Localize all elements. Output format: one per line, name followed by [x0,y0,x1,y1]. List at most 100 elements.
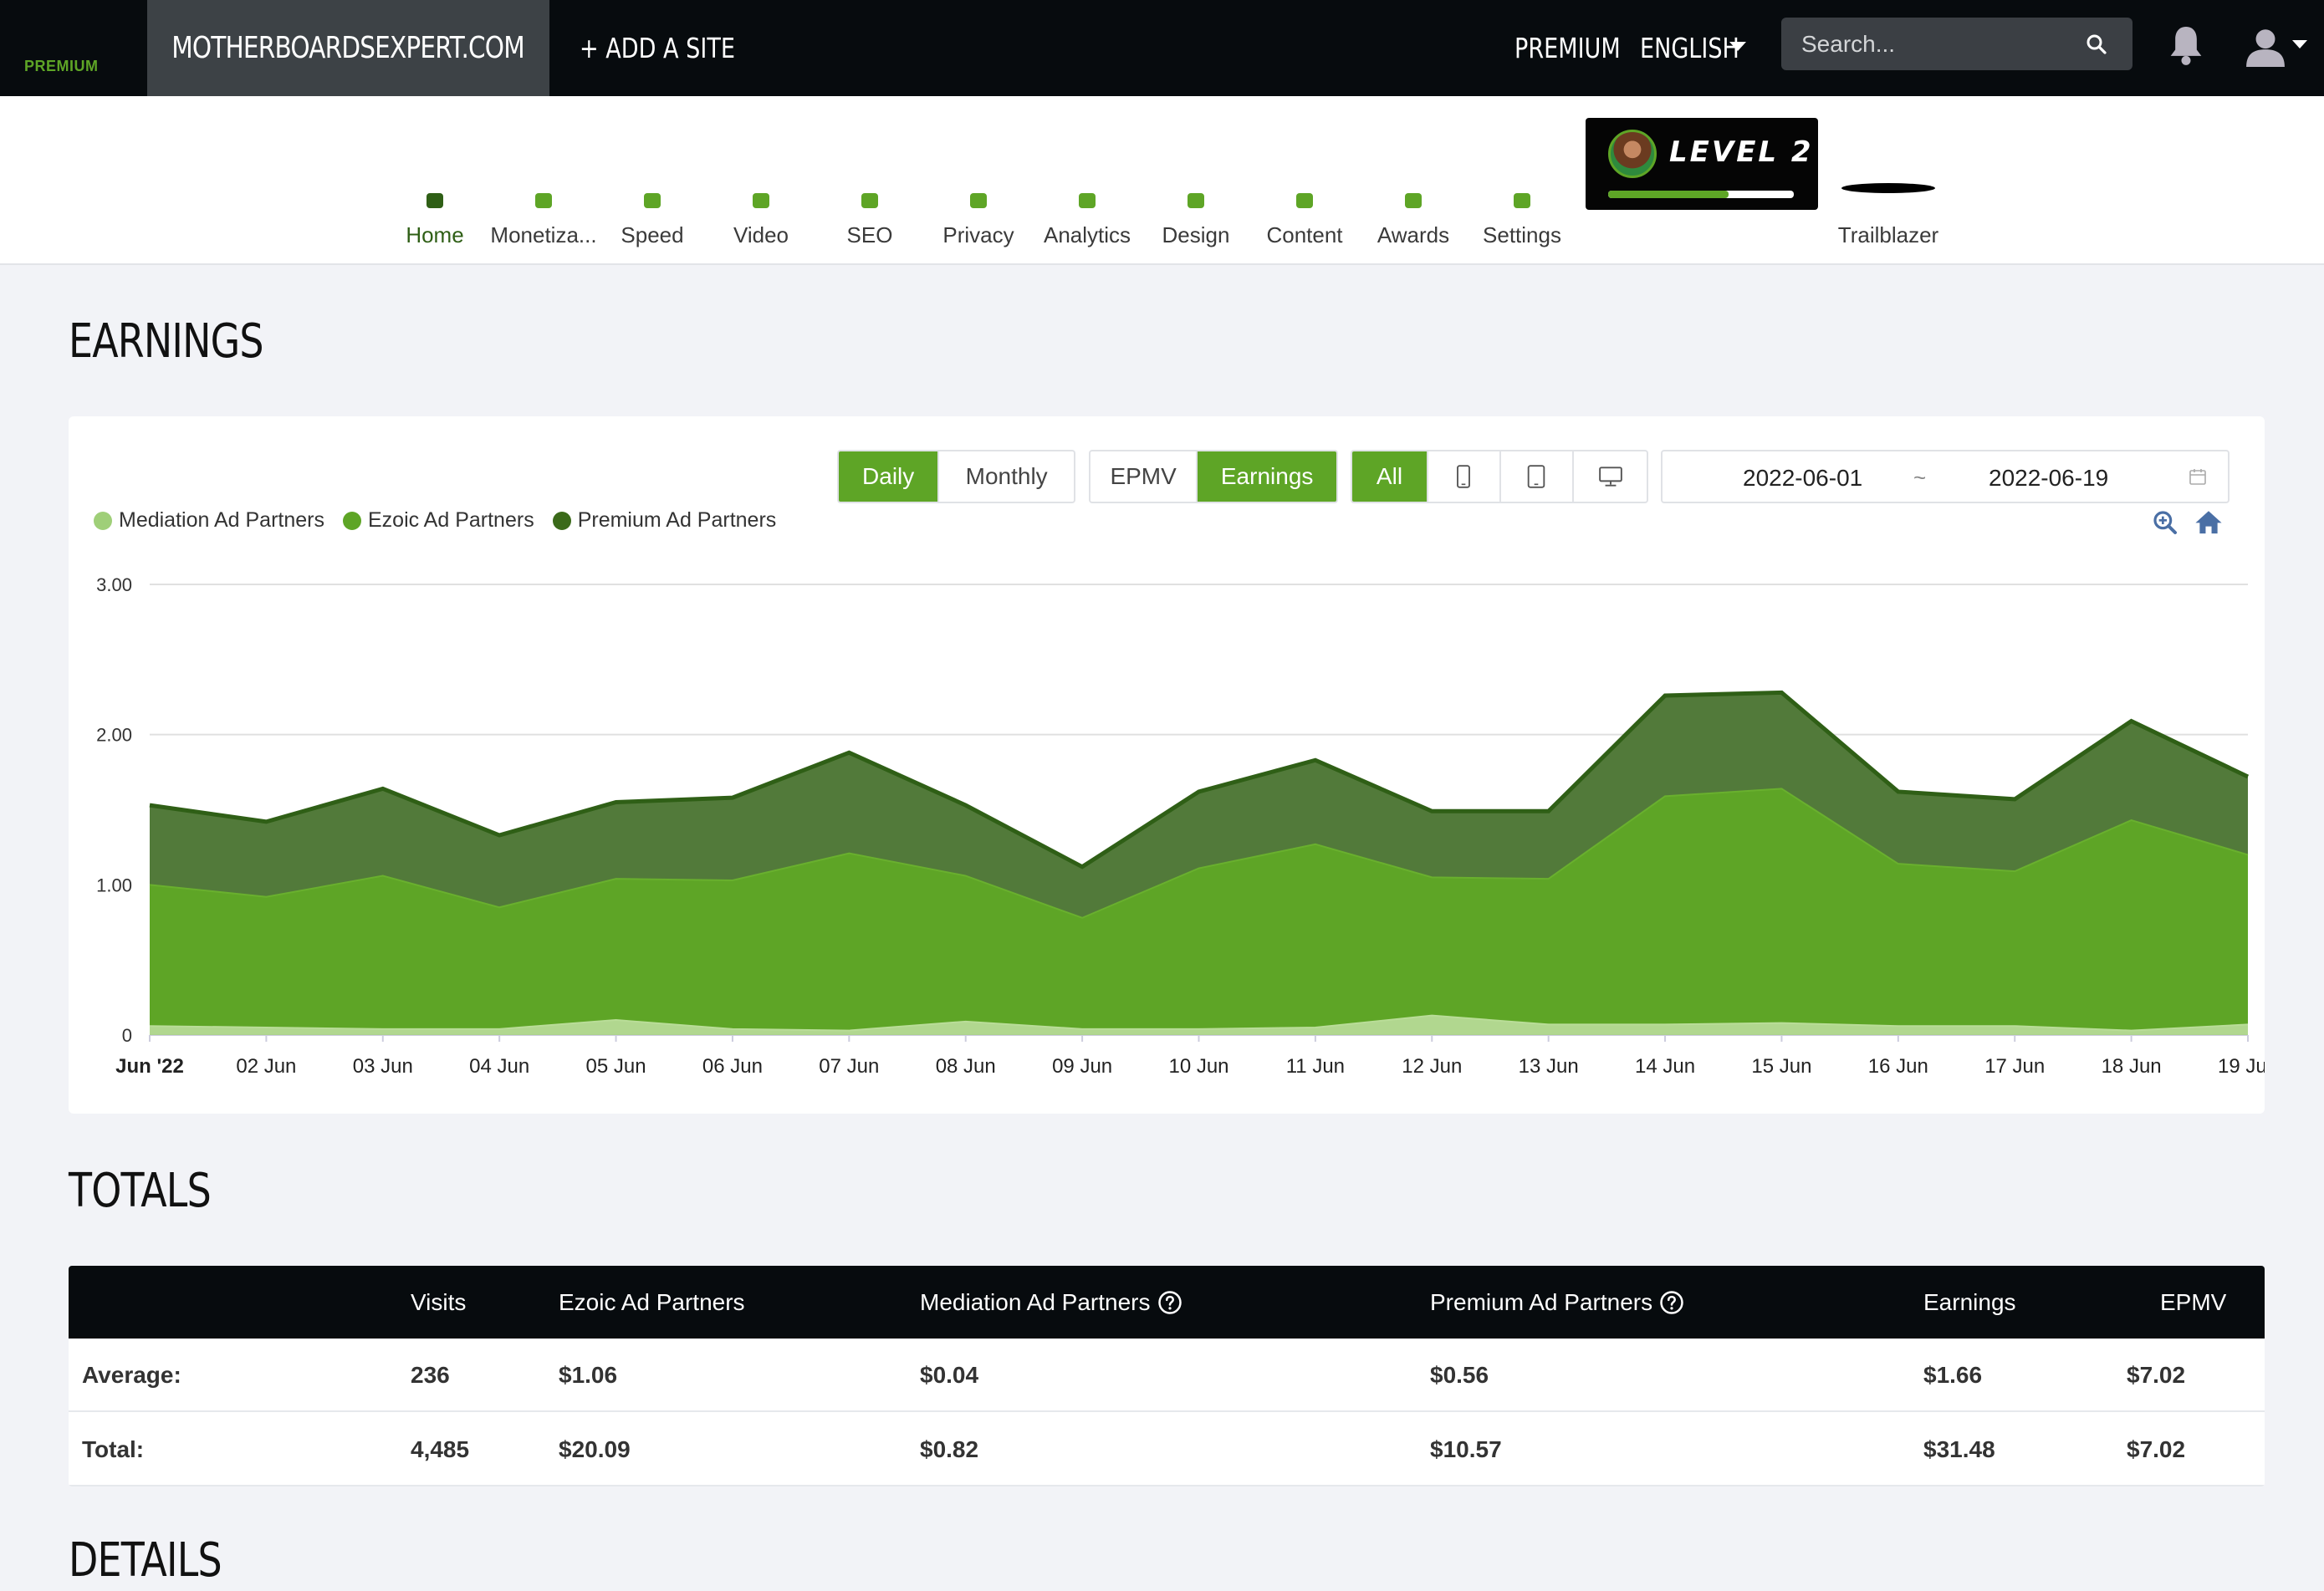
cell-mediation: $0.82 [920,1436,979,1462]
mobile-device-button[interactable] [1428,451,1501,502]
cell-earnings: $1.66 [1923,1362,1983,1388]
earnings-button[interactable]: Earnings [1198,451,1336,502]
x-tick-label: Jun '22 [115,1055,184,1078]
cell-premium: $10.57 [1430,1436,1502,1462]
y-tick-label: 0 [122,1025,132,1046]
desktop-monitor-icon [1598,467,1622,487]
user-avatar-icon[interactable] [2245,25,2286,67]
user-menu-chevron-icon[interactable] [2292,40,2307,48]
x-tick-label: 15 Jun [1751,1055,1811,1078]
legend-label: Mediation Ad Partners [119,508,324,532]
legend-label: Ezoic Ad Partners [367,508,534,532]
nav-status-dot [1514,193,1530,208]
y-tick-label: 2.00 [96,725,132,746]
language-dropdown[interactable]: ENGLISH [1640,0,1761,96]
desktop-device-button[interactable] [1574,451,1647,502]
legend-swatch [552,511,571,530]
nav-item-label: Video [733,222,789,247]
nav-item-label: Settings [1483,222,1561,247]
period-toggle: Daily Monthly [837,450,1075,503]
device-toggle: All [1351,450,1648,503]
premium-help-icon[interactable] [1659,1290,1684,1315]
x-tick-label: 05 Jun [586,1055,646,1078]
nav-item-label: Design [1162,222,1230,247]
legend-item[interactable]: Ezoic Ad Partners [342,508,534,533]
series-line-ezoic-ad-partners [149,788,2249,919]
nav-item-label: Analytics [1043,222,1131,247]
mobile-phone-icon [1457,465,1471,488]
date-range-picker[interactable]: 2022-06-01 ~ 2022-06-19 [1661,450,2230,503]
tablet-device-button[interactable] [1501,451,1574,502]
legend-label: Premium Ad Partners [577,508,777,532]
nav-item-label: Monetiza... [490,222,597,247]
language-label: ENGLISH [1640,32,1739,64]
tablet-icon [1528,465,1545,488]
area-series-premium-ad-partners [150,692,2248,918]
header-epmv: EPMV [2160,1289,2227,1315]
x-tick-label: 02 Jun [236,1055,296,1078]
totals-table: Visits Ezoic Ad Partners Mediation Ad Pa… [69,1266,2265,1486]
search-input[interactable] [1801,18,2077,70]
date-end[interactable]: 2022-06-19 [1989,465,2109,491]
cell-premium: $0.56 [1430,1362,1489,1388]
cell-visits: 236 [411,1362,450,1388]
premium-link-label: PREMIUM [1514,32,1621,64]
chevron-down-icon[interactable] [1729,42,1746,51]
x-tick-label: 09 Jun [1052,1055,1112,1078]
site-tab[interactable]: MOTHERBOARDSEXPERT.COM [147,0,549,96]
table-row: Total: 4,485 $20.09 $0.82 $10.57 $31.48 … [69,1413,2265,1486]
nav-status-dot [1405,193,1422,208]
x-tick-label: 07 Jun [819,1055,879,1078]
nav-item-label: Home [406,222,464,247]
cell-visits: 4,485 [411,1436,470,1462]
earnings-title: EARNINGS [69,314,264,369]
cell-epmv: $7.02 [2127,1436,2186,1462]
calendar-icon[interactable] [2188,467,2208,487]
date-start[interactable]: 2022-06-01 [1743,465,1863,491]
cell-ezoic: $1.06 [559,1362,618,1388]
cell-mediation: $0.04 [920,1362,979,1388]
add-site-label: + ADD A SITE [580,32,735,64]
mediation-help-icon[interactable] [1157,1290,1182,1315]
cell-earnings: $31.48 [1923,1436,1995,1462]
x-tick-label: 11 Jun [1286,1055,1345,1078]
epmv-button[interactable]: EPMV [1090,451,1198,502]
header-visits: Visits [411,1289,467,1315]
header-earnings: Earnings [1923,1289,2016,1315]
earnings-area-chart: 0 1.00 2.00 3.00 Jun '22 02 Jun 03 Jun 04 Jun 05… [96,574,2265,1078]
monthly-button[interactable]: Monthly [965,463,1048,489]
search-icon[interactable] [2084,32,2109,57]
nav-status-dot [535,193,552,208]
nav-status-dot [426,193,443,208]
premium-link[interactable]: PREMIUM [1514,0,1644,96]
nav-status-dot [1079,193,1096,208]
metric-toggle: EPMV Earnings [1089,450,1338,503]
x-tick-label: 08 Jun [936,1055,996,1078]
row-label: Total: [82,1436,145,1462]
cell-ezoic: $20.09 [559,1436,631,1462]
sub-navigation [0,96,2324,265]
add-site-link[interactable]: + ADD A SITE [580,0,769,96]
nav-status-dot [644,193,661,208]
nav-status-dot [861,193,878,208]
legend-item[interactable]: Premium Ad Partners [552,508,777,533]
daily-button[interactable]: Daily [839,451,940,502]
y-tick-label: 1.00 [96,875,132,895]
nav-status-dot [1296,193,1313,208]
avatar [1608,130,1657,178]
legend-swatch [94,511,112,530]
reset-zoom-home-icon[interactable] [2194,508,2223,535]
area-series-ezoic-ad-partners [150,788,2248,1031]
legend-item[interactable]: Mediation Ad Partners [94,508,324,533]
zoom-in-icon[interactable] [2152,509,2178,536]
trailblazer-label: Trailblazer [1837,222,1939,247]
x-tick-label: 10 Jun [1168,1055,1228,1078]
trailblazer-badge-icon[interactable] [1841,183,1935,193]
all-devices-button[interactable]: All [1352,451,1428,502]
table-row: Average: 236 $1.06 $0.04 $0.56 $1.66 $7.… [69,1339,2265,1412]
legend-swatch [342,511,361,530]
nav-status-dot [970,193,987,208]
details-title: DETAILS [69,1533,222,1588]
bell-icon[interactable] [2168,23,2204,67]
series-line-premium-ad-partners [149,690,2250,869]
